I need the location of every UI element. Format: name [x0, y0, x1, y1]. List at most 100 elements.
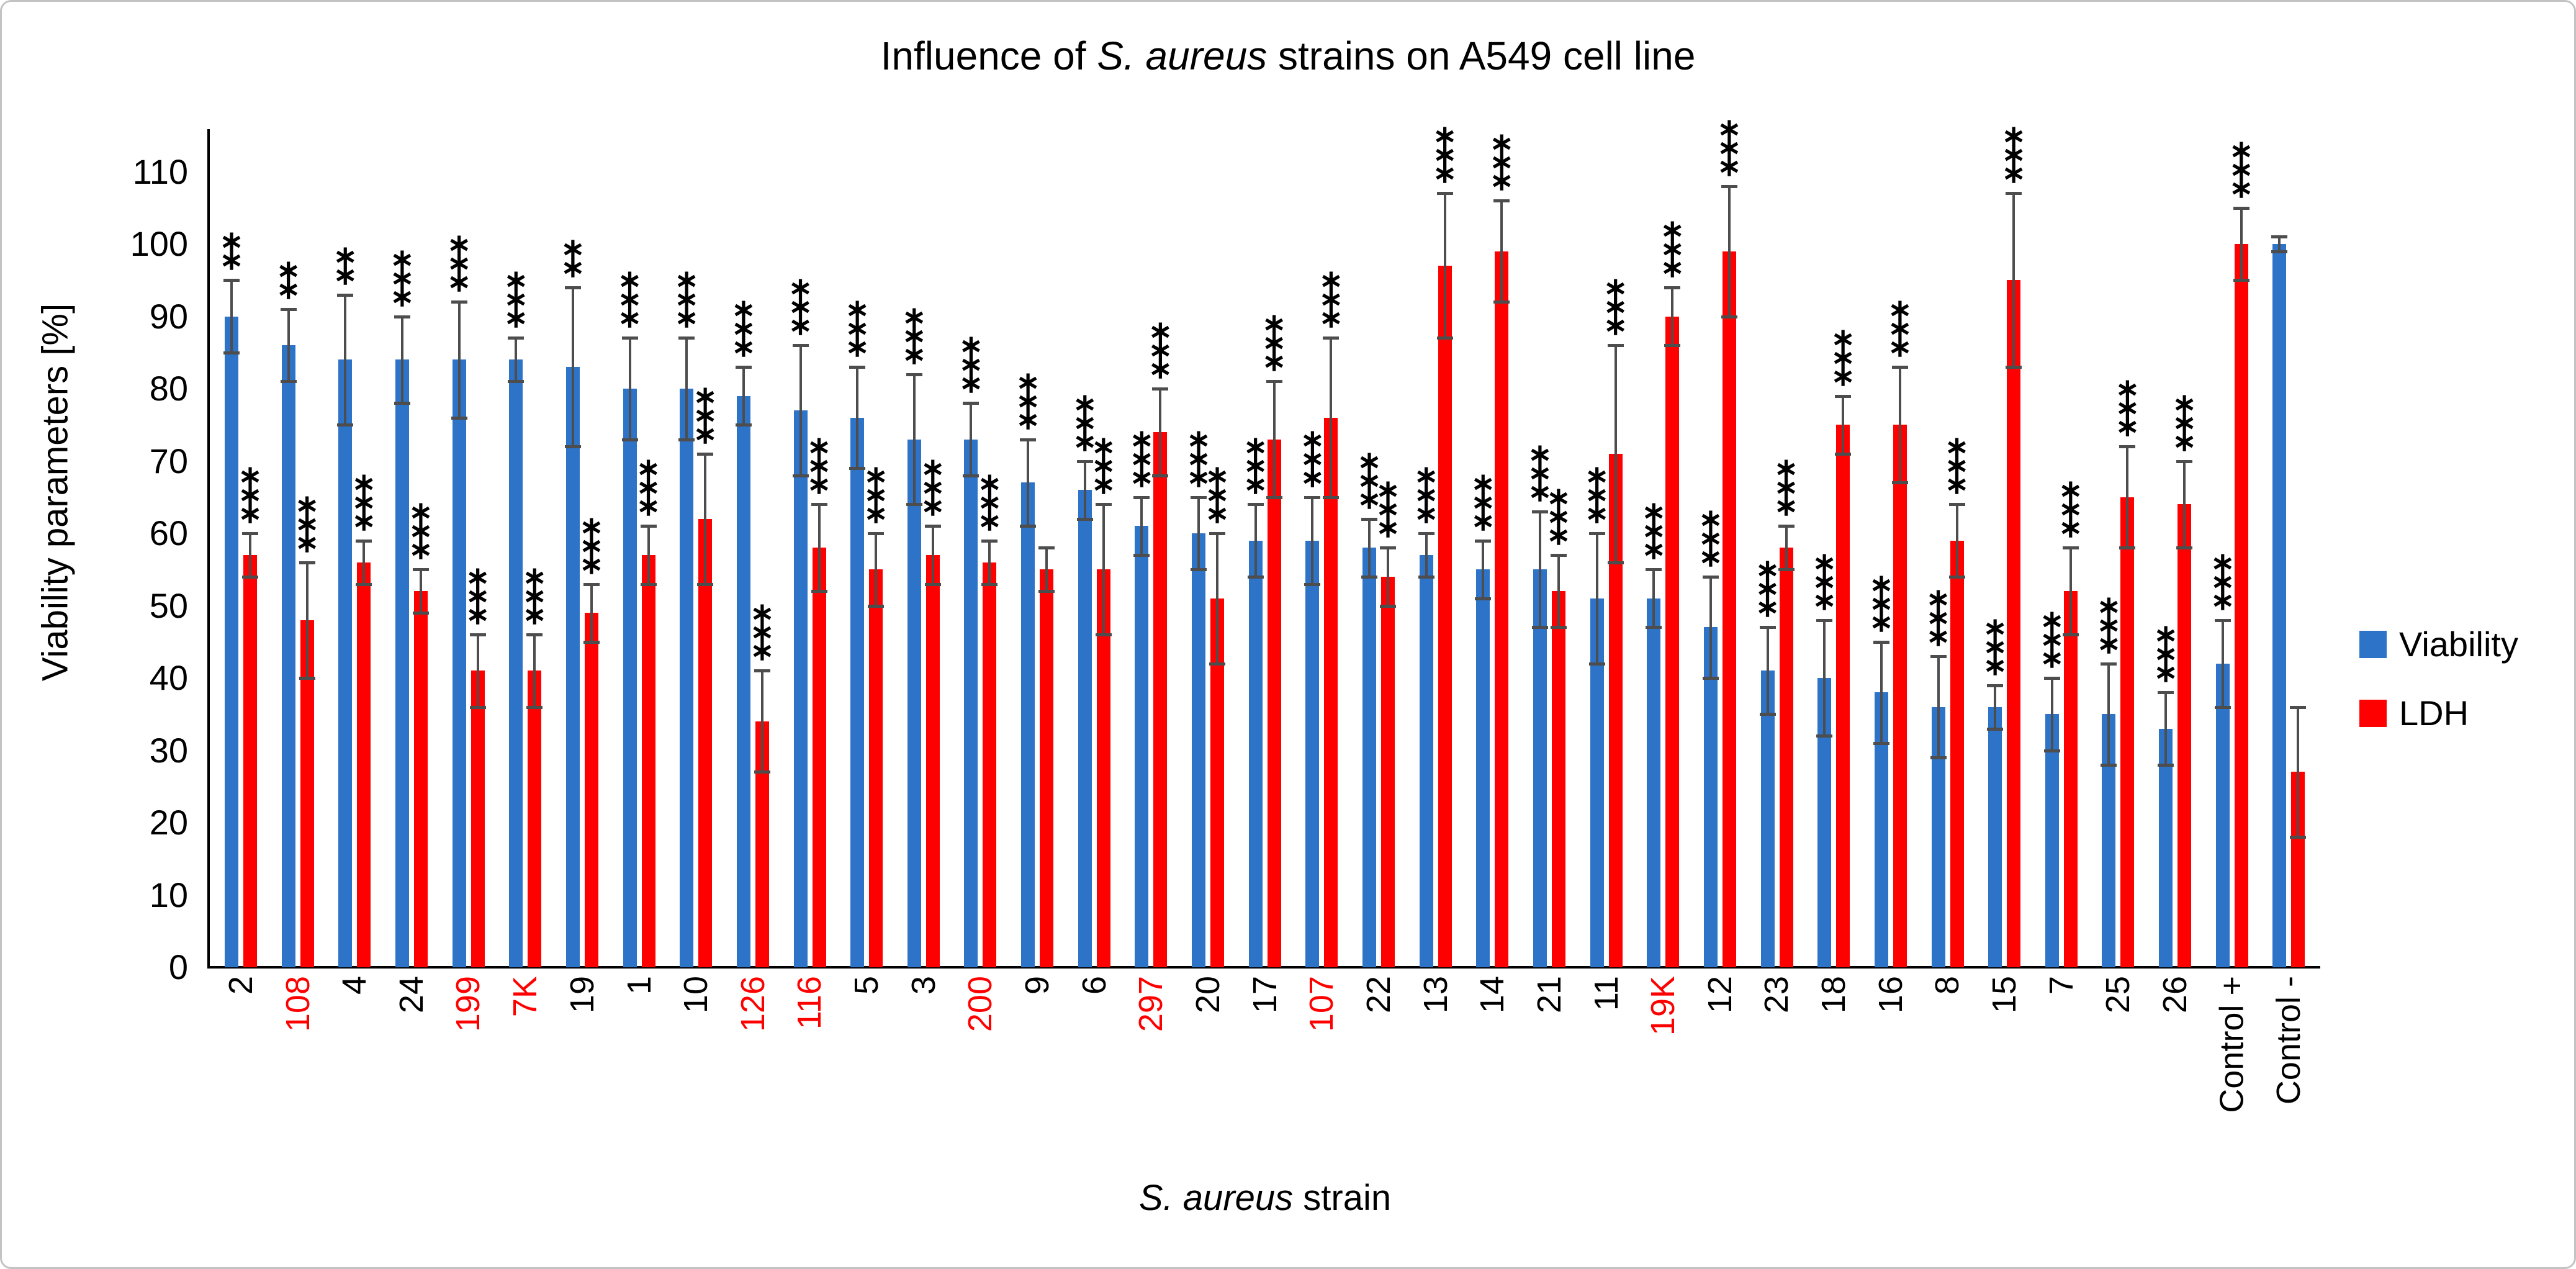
- ldh-bar: [2234, 244, 2248, 967]
- viability-bar: [2272, 244, 2287, 967]
- error-bar-cap-top: [1531, 510, 1548, 514]
- legend-item-ldh: LDH: [2359, 693, 2518, 733]
- x-tick-label: 9: [1019, 976, 1056, 995]
- error-bar-cap-bottom: [1891, 481, 1908, 485]
- error-bar-cap-top: [469, 633, 486, 637]
- error-bar-cap-top: [394, 315, 410, 318]
- error-bar-cap-top: [1607, 344, 1624, 348]
- error-bar-cap-top: [924, 525, 941, 528]
- x-tick-label: 4: [336, 976, 374, 995]
- legend: Viability LDH: [2359, 624, 2518, 762]
- ldh-bar: [243, 554, 257, 967]
- significance-stars: ∗ ∗ ∗: [2153, 618, 2178, 689]
- viability-bar: [1476, 569, 1490, 967]
- error-bar-line: [400, 316, 403, 404]
- x-axis-title-italic: S. aureus: [1138, 1178, 1294, 1218]
- significance-stars: ∗ ∗ ∗: [863, 459, 888, 529]
- error-bar-cap-top: [2158, 691, 2174, 695]
- error-bar-cap-top: [583, 582, 600, 586]
- viability-bar: [1647, 598, 1661, 967]
- error-bar-cap-bottom: [1418, 575, 1434, 579]
- error-bar-line: [1482, 540, 1485, 598]
- error-bar-cap-top: [1891, 366, 1908, 369]
- error-bar-line: [1159, 389, 1162, 476]
- error-bar-cap-bottom: [2176, 546, 2193, 550]
- error-bar-line: [1614, 345, 1617, 562]
- error-bar-cap-top: [1646, 568, 1662, 572]
- error-bar-cap-top: [1020, 438, 1037, 441]
- ldh-bar: [2007, 280, 2021, 967]
- error-bar-line: [305, 562, 308, 678]
- ldh-bar: [698, 518, 713, 967]
- error-bar-cap-top: [1835, 394, 1852, 398]
- significance-stars: ∗ ∗ ∗: [2229, 133, 2254, 204]
- viability-bar: [1760, 671, 1775, 967]
- significance-stars: ∗ ∗ ∗: [1546, 481, 1571, 551]
- x-tick-label: 18: [1815, 976, 1853, 1014]
- error-bar-cap-top: [564, 286, 581, 289]
- error-bar-cap-bottom: [2271, 250, 2288, 253]
- error-bar-cap-bottom: [1721, 315, 1737, 318]
- ldh-bar: [2291, 772, 2305, 967]
- ldh-bar: [1836, 425, 1850, 967]
- error-bar-cap-bottom: [1076, 517, 1093, 521]
- error-bar-cap-top: [1987, 684, 2004, 687]
- x-tick-label: 108: [279, 976, 317, 1032]
- viability-bar: [1590, 598, 1604, 967]
- significance-stars: ∗ ∗ ∗: [731, 293, 756, 363]
- error-bar-line: [571, 287, 574, 447]
- significance-stars: ∗ ∗ ∗: [1926, 582, 1950, 653]
- error-bar-cap-top: [1721, 184, 1737, 188]
- significance-stars: ∗ ∗ ∗: [1490, 127, 1514, 197]
- x-tick-label: 25: [2099, 976, 2137, 1014]
- legend-label-ldh: LDH: [2399, 693, 2469, 733]
- x-tick-label: 297: [1132, 976, 1170, 1032]
- error-bar-line: [1311, 497, 1314, 584]
- error-bar-cap-bottom: [526, 705, 543, 709]
- significance-stars: ∗ ∗ ∗: [2001, 119, 2026, 189]
- y-tick-label: 30: [149, 730, 188, 770]
- error-bar-cap-top: [2271, 235, 2288, 239]
- x-tick-label: 21: [1530, 976, 1568, 1014]
- error-bar-line: [1538, 512, 1541, 628]
- error-bar-line: [931, 526, 934, 584]
- error-bar-cap-bottom: [1930, 756, 1947, 760]
- error-bar-line: [912, 374, 916, 505]
- error-bar-line: [628, 338, 631, 440]
- viability-bar: [281, 345, 295, 967]
- error-bar-cap-top: [735, 366, 752, 369]
- x-tick-label: 5: [848, 976, 886, 995]
- significance-stars: ∗ ∗ ∗: [618, 264, 642, 334]
- significance-stars: ∗ ∗ ∗: [579, 510, 604, 580]
- error-bar-cap-bottom: [811, 590, 827, 594]
- significance-stars: ∗ ∗ ∗: [1660, 213, 1685, 283]
- error-bar-line: [2126, 446, 2129, 548]
- significance-stars: ∗ ∗ ∗: [1945, 430, 1969, 500]
- error-bar-cap-bottom: [1304, 582, 1321, 586]
- error-bar-cap-top: [2062, 546, 2079, 550]
- error-bar-cap-bottom: [963, 474, 980, 477]
- x-tick-label: 16: [1871, 976, 1909, 1014]
- error-bar-line: [1045, 548, 1048, 592]
- error-bar-line: [742, 367, 745, 425]
- error-bar-cap-bottom: [280, 380, 297, 384]
- error-bar-cap-top: [1038, 546, 1055, 550]
- error-bar-line: [249, 533, 251, 577]
- y-tick-label: 20: [149, 803, 188, 842]
- significance-stars: ∗ ∗ ∗: [1869, 567, 1894, 638]
- error-bar-cap-top: [1095, 503, 1112, 507]
- error-bar-cap-bottom: [1095, 633, 1112, 637]
- error-bar-line: [2164, 692, 2168, 765]
- significance-stars: ∗ ∗ ∗: [1130, 423, 1154, 493]
- error-bar-line: [1330, 338, 1333, 497]
- ldh-bar: [584, 613, 598, 967]
- significance-stars: ∗ ∗ ∗: [788, 271, 813, 341]
- x-tick-label: 12: [1701, 976, 1739, 1014]
- x-tick-label: Control -: [2270, 976, 2308, 1105]
- significance-stars: ∗ ∗ ∗: [1319, 264, 1343, 334]
- significance-stars: ∗ ∗ ∗: [447, 228, 471, 298]
- error-bar-line: [875, 533, 878, 606]
- error-bar-cap-top: [697, 452, 714, 456]
- significance-stars: ∗ ∗ ∗: [352, 466, 376, 536]
